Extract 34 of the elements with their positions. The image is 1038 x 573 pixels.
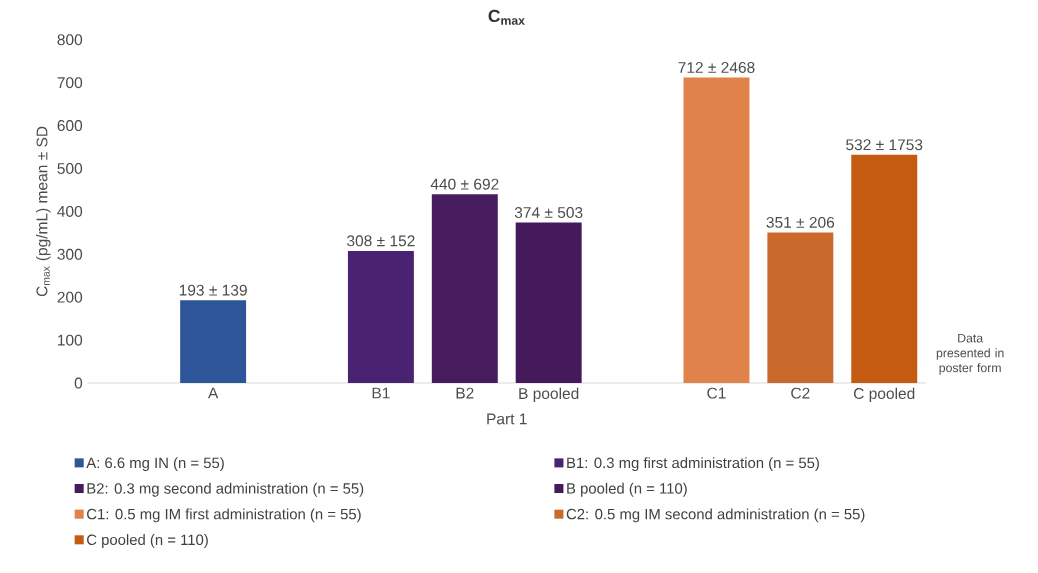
x-tick-label: A <box>207 387 219 399</box>
data-label: 193 ± 139 <box>179 284 247 296</box>
legend-label: C1: 0.5 mg IM first administration (n = 55) <box>87 508 361 523</box>
x-tick-label: C2 <box>791 387 810 399</box>
chart-title: C$_{max}$ <box>488 9 525 25</box>
x-tick-label: B2 <box>456 387 474 399</box>
x-tick-label: B1 <box>372 387 390 399</box>
y-tick-label: 500 <box>57 162 83 174</box>
y-tick-label: 0 <box>74 377 83 389</box>
y-tick-label: 200 <box>57 291 83 303</box>
x-tick-label: C1 <box>707 387 726 399</box>
legend-label: B1: 0.3 mg first administration (n = 55) <box>567 457 819 471</box>
legend-label: C pooled (n = 110) <box>87 534 208 548</box>
legend-label: B2: 0.3 mg second administration (n = 55) <box>87 482 364 497</box>
data-label: 712 ± 2468 <box>678 61 755 73</box>
data-label: 532 ± 1753 <box>846 139 923 151</box>
y-tick-label: 600 <box>57 120 83 131</box>
y-tick-label: 400 <box>57 205 83 217</box>
legend-label: C2: 0.5 mg IM second administration (n = 55) <box>566 508 865 523</box>
y-tick-label: 100 <box>58 334 83 346</box>
x-axis-title: Part 1 <box>487 413 527 425</box>
legend-label: A: 6.6 mg IN (n = 55) <box>86 457 224 471</box>
text: Data presented in poster form <box>936 333 1004 375</box>
legend-label: B pooled (n = 110) <box>567 482 687 497</box>
x-tick-label: C pooled <box>853 387 915 403</box>
x-tick-label: B pooled <box>519 387 579 403</box>
y-tick-label: 700 <box>57 77 83 89</box>
data-label: 374 ± 503 <box>514 206 583 218</box>
data-label: 308 ± 152 <box>347 235 415 247</box>
y-tick-label: 800 <box>57 34 83 46</box>
data-label: 440 ± 692 <box>430 178 499 190</box>
y-tick-label: 300 <box>57 248 83 260</box>
y-axis-title: C$_{max}$ (pg/mL) mean ± SD <box>36 126 51 297</box>
data-label: 351 ± 206 <box>766 216 835 228</box>
